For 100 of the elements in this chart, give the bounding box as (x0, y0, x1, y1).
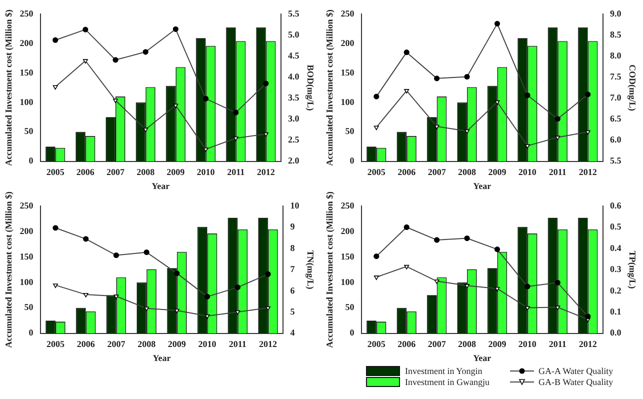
y-tick-label: 150 (340, 251, 355, 262)
y2-tick-label: 5.5 (288, 8, 300, 18)
legend-label: GA-B Water Quality (538, 377, 614, 387)
y-tick-label: 250 (20, 8, 34, 18)
x-tick-label: 2012 (256, 167, 276, 178)
y2-tick-label: 5.5 (610, 156, 622, 166)
y-axis-title: Accumulated Investment cost (Million $) (4, 191, 14, 348)
x-tick-label: 2010 (518, 167, 537, 178)
y-tick-label: 0 (350, 156, 355, 166)
y2-tick-label: 5.0 (288, 29, 300, 40)
y2-tick-label: 6.5 (610, 114, 622, 124)
x-tick-label: 2012 (578, 167, 598, 178)
x-tick-label: 2009 (488, 167, 507, 178)
y-tick-label: 100 (340, 276, 355, 287)
y-tick-label: 100 (340, 96, 355, 107)
x-tick-label: 2006 (76, 167, 95, 178)
x-axis-title: Year (152, 352, 171, 363)
y-tick-label: 150 (340, 67, 355, 78)
x-tick-label: 2009 (488, 339, 507, 350)
x-tick-label: 2011 (228, 339, 247, 350)
y2-tick-label: 6.0 (610, 134, 622, 145)
x-tick-label: 2007 (428, 167, 446, 178)
y2-tick-label: 9 (290, 222, 296, 232)
y2-tick-label: 7.5 (610, 72, 622, 82)
x-tick-label: 2008 (138, 339, 156, 350)
y-tick-label: 250 (20, 200, 34, 210)
legend-label: Investment in Gwangju (405, 377, 490, 387)
y2-tick-label: 0.3 (610, 264, 622, 274)
x-tick-label: 2007 (107, 339, 126, 350)
x-tick-label: 2011 (548, 167, 567, 178)
y-tick-label: 50 (345, 126, 355, 136)
x-tick-label: 2011 (548, 339, 567, 350)
y-tick-label: 200 (340, 226, 355, 236)
y-axis-title: Accumulated Investment cost (Million $) (324, 191, 335, 348)
x-tick-label: 2009 (168, 339, 186, 350)
y2-tick-label: 7 (290, 264, 296, 274)
y2-tick-label: 0.6 (610, 200, 622, 210)
y-tick-label: 50 (24, 126, 34, 136)
y2-tick-label: 3.0 (288, 114, 300, 124)
y2-tick-label: 4.0 (288, 72, 300, 82)
x-tick-label: 2010 (198, 339, 217, 350)
legend-label: GA-A Water Quality (538, 366, 614, 376)
y2-tick-label: 3.5 (288, 92, 300, 103)
y-tick-label: 150 (20, 251, 34, 262)
x-tick-label: 2012 (578, 339, 598, 350)
x-tick-label: 2006 (76, 339, 96, 350)
x-tick-label: 2007 (106, 167, 126, 178)
y2-tick-label: 2.0 (288, 156, 300, 166)
x-tick-label: 2009 (166, 167, 186, 178)
y-tick-label: 200 (20, 38, 34, 48)
y2-tick-label: 4 (290, 328, 296, 338)
y2-tick-label: 7.0 (610, 92, 622, 103)
y-tick-label: 0 (28, 156, 34, 166)
y2-tick-label: 5 (290, 306, 296, 316)
x-tick-label: 2007 (428, 339, 446, 350)
y-axis-title: Accumulated Investment cost (Million $) (4, 9, 14, 166)
y-tick-label: 50 (345, 302, 355, 312)
y2-axis-title: TN(mg/L) (305, 250, 316, 290)
x-tick-label: 2008 (458, 339, 477, 350)
x-tick-label: 2005 (46, 167, 65, 178)
y2-tick-label: 2.5 (288, 134, 300, 145)
y-tick-label: 50 (24, 302, 34, 312)
y2-axis-title: BOD(mg/L) (305, 64, 316, 111)
x-tick-label: 2005 (367, 167, 386, 178)
x-axis-title: Year (473, 352, 492, 363)
x-tick-label: 2005 (46, 339, 65, 350)
y-tick-label: 250 (340, 200, 355, 210)
x-tick-label: 2008 (458, 167, 477, 178)
y2-tick-label: 9.0 (610, 8, 622, 18)
y2-tick-label: 0.4 (610, 242, 622, 253)
y2-tick-label: 8.0 (610, 50, 622, 60)
y2-tick-label: 8.5 (610, 29, 622, 40)
y-tick-label: 0 (350, 328, 355, 338)
y-tick-label: 200 (340, 38, 355, 48)
x-tick-label: 2010 (518, 339, 537, 350)
y2-tick-label: 4.5 (288, 50, 300, 60)
y-tick-label: 200 (20, 226, 34, 236)
y-tick-label: 100 (20, 96, 34, 107)
y-tick-label: 0 (28, 328, 34, 338)
y-tick-label: 150 (20, 67, 34, 78)
y-tick-label: 100 (20, 276, 34, 287)
x-tick-label: 2008 (136, 167, 156, 178)
y-axis-title: Accumulated Investment cost (Million $) (324, 9, 335, 166)
y2-tick-label: 8 (290, 242, 296, 253)
legend-label: Investment in Yongin (405, 366, 482, 376)
y2-tick-label: 0.0 (610, 328, 622, 338)
x-tick-label: 2011 (227, 167, 246, 178)
y2-tick-label: 0.2 (610, 285, 622, 296)
x-tick-label: 2006 (398, 167, 416, 178)
x-axis-title: Year (473, 180, 492, 191)
y2-axis-title: TP(mg/L) (627, 250, 638, 289)
x-tick-label: 2006 (398, 339, 416, 350)
x-tick-label: 2012 (259, 339, 278, 350)
x-tick-label: 2010 (196, 167, 216, 178)
y2-tick-label: 6 (290, 285, 296, 296)
y-tick-label: 250 (340, 8, 355, 18)
x-axis-title: Year (152, 180, 170, 191)
y2-axis-title: COD(mg/L) (627, 64, 638, 111)
y2-tick-label: 10 (290, 200, 300, 210)
y2-tick-label: 0.1 (610, 306, 622, 316)
